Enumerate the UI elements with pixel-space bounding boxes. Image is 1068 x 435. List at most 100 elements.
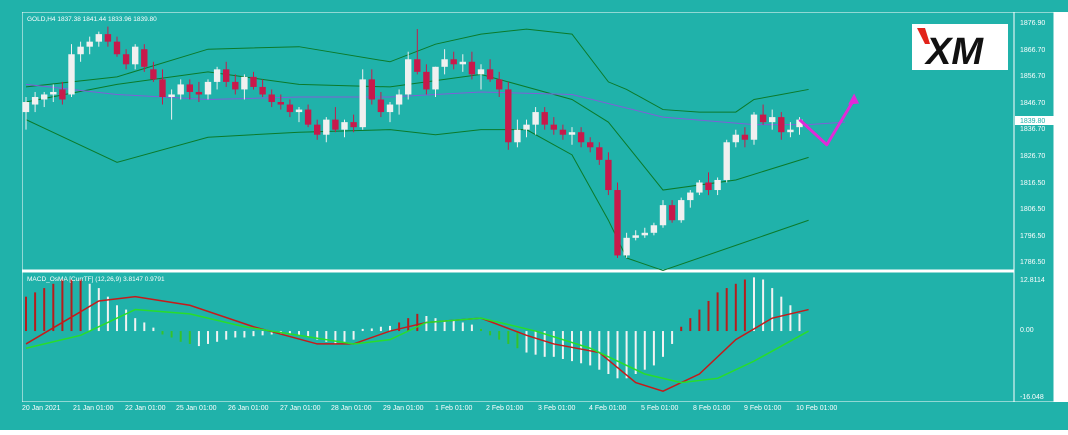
candle-body [632, 235, 639, 238]
price-label: 1816.50 [1020, 180, 1045, 187]
candle-body [141, 49, 148, 67]
candle-body [186, 84, 193, 92]
candle-body [304, 109, 312, 125]
candle-body [386, 104, 394, 113]
current-price-label: 1839.80 [1020, 118, 1045, 125]
price-label: 1836.70 [1020, 126, 1045, 133]
candle-body [41, 94, 48, 100]
candle-body [159, 79, 166, 97]
candle-body [232, 81, 239, 90]
candle-body [450, 59, 457, 65]
price-label: 1876.90 [1020, 20, 1045, 27]
price-label: 1786.50 [1020, 259, 1045, 266]
top-margin [0, 0, 1068, 12]
candle-body [732, 134, 739, 143]
left-margin [0, 0, 22, 402]
time-label: 28 Jan 01:00 [331, 405, 372, 412]
indicator-level-label: 12.8114 [1020, 277, 1045, 284]
candle-body [796, 119, 803, 128]
candle-body [750, 114, 758, 140]
price-label: 1796.50 [1020, 233, 1045, 240]
candle-body [668, 205, 676, 221]
candle-body [241, 76, 248, 90]
candle-body [132, 46, 139, 65]
time-label: 1 Feb 01:00 [435, 405, 472, 412]
logo-background [912, 24, 1008, 70]
time-label: 5 Feb 01:00 [641, 405, 678, 412]
time-label: 3 Feb 01:00 [538, 405, 575, 412]
overlay-line [25, 28, 809, 113]
candle-body [432, 66, 439, 90]
candlesticks [22, 26, 803, 258]
candle-body [650, 225, 658, 233]
candle-body [587, 142, 594, 148]
chart-header: GOLD,H4 1837.38 1841.44 1833.96 1839.80 [27, 16, 157, 23]
candle-body [377, 99, 385, 113]
candle-body [268, 94, 275, 103]
time-label: 4 Feb 01:00 [589, 405, 626, 412]
xm-logo: XM [912, 24, 1008, 73]
indicator-level-label: -16.048 [1020, 394, 1044, 401]
candle-body [31, 96, 39, 105]
candle-body [496, 79, 503, 90]
time-label: 2 Feb 01:00 [486, 405, 523, 412]
time-label: 27 Jan 01:00 [280, 405, 321, 412]
candle-body [614, 190, 621, 256]
price-label: 1846.70 [1020, 100, 1045, 107]
time-label: 8 Feb 01:00 [693, 405, 730, 412]
indicator-level-label: 0.00 [1020, 327, 1034, 334]
candle-body [477, 69, 485, 75]
candle-body [514, 129, 521, 143]
candle-body [177, 84, 184, 95]
candle-body [395, 94, 403, 105]
price-label: 1866.70 [1020, 47, 1045, 54]
candle-body [486, 69, 494, 80]
candle-body [705, 182, 712, 191]
candle-body [769, 117, 776, 123]
candle-body [505, 89, 512, 143]
candle-body [459, 61, 466, 65]
candle-body [696, 182, 703, 193]
candle-body [605, 159, 612, 191]
price-label: 1856.70 [1020, 73, 1045, 80]
candle-body [559, 129, 567, 135]
candle-body [723, 142, 730, 180]
candle-body [577, 132, 585, 143]
candle-body [623, 237, 630, 256]
candle-body [787, 129, 794, 133]
candle-body [195, 91, 203, 95]
time-label: 21 Jan 01:00 [73, 405, 114, 412]
candle-body [405, 59, 412, 95]
candle-body [414, 59, 421, 72]
price-label: 1826.70 [1020, 153, 1045, 160]
current-price-marker [1015, 116, 1054, 125]
time-label: 29 Jan 01:00 [383, 405, 424, 412]
time-label: 20 Jan 2021 [22, 405, 61, 412]
indicator-header: MACD_OsMA [CurrTF] (12,26,9) 3.8147 0.97… [27, 276, 165, 283]
candle-body [86, 41, 93, 47]
arrow-line [798, 98, 856, 147]
projection-arrow [798, 93, 860, 147]
candle-body [277, 102, 284, 105]
price-label: 1806.50 [1020, 206, 1045, 213]
candle-body [122, 54, 130, 65]
time-label: 9 Feb 01:00 [744, 405, 781, 412]
candle-body [50, 91, 57, 95]
candle-body [350, 122, 357, 128]
candle-body [550, 124, 557, 130]
time-label: 22 Jan 01:00 [125, 405, 166, 412]
candle-body [714, 179, 721, 191]
time-label: 25 Jan 01:00 [176, 405, 217, 412]
candle-body [295, 109, 303, 113]
candle-body [596, 147, 603, 160]
candle-body [541, 112, 548, 125]
candle-body [741, 134, 749, 140]
candle-body [22, 102, 30, 113]
logo-mark [917, 28, 930, 44]
candle-body [523, 124, 530, 130]
candle-body [359, 79, 366, 128]
candle-body [423, 71, 430, 90]
candle-body [213, 69, 221, 82]
